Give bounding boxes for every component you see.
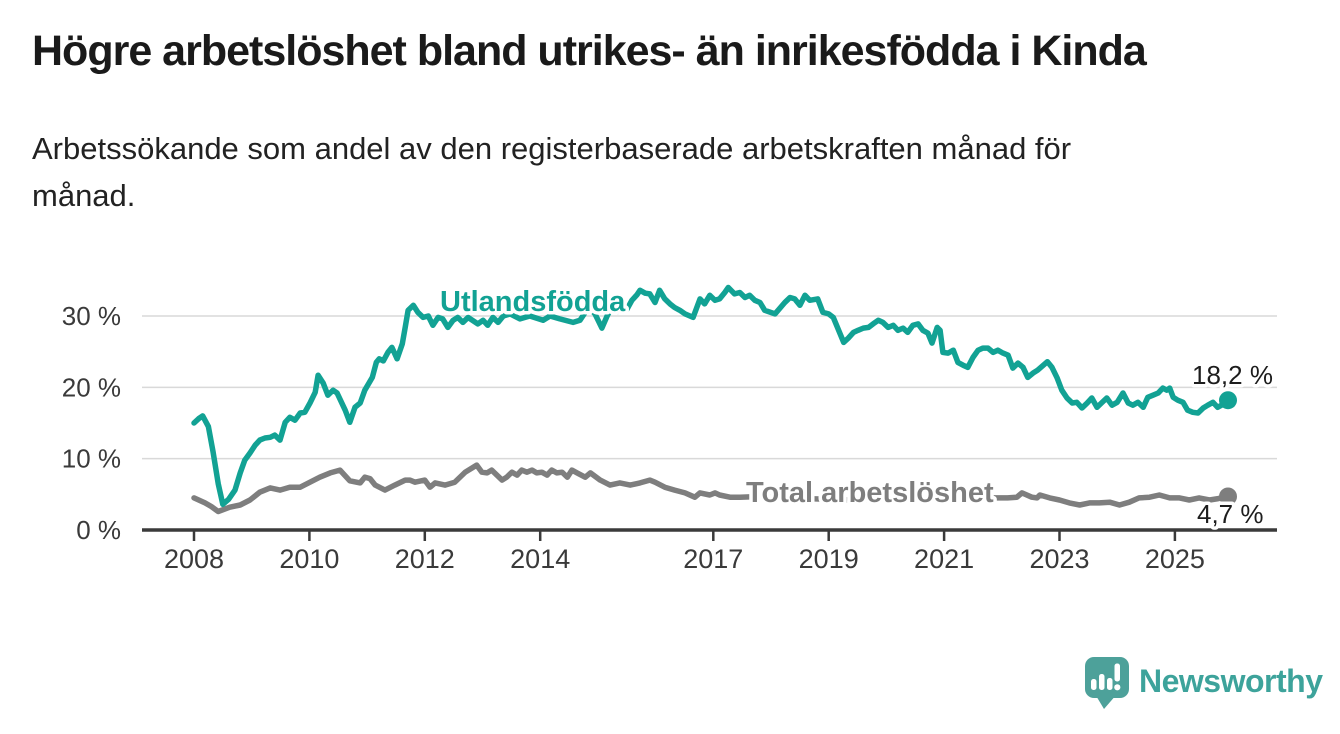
y-tick-label: 30 %: [62, 301, 121, 331]
end-value-label-utlandsfodda: 18,2 %: [1192, 360, 1273, 390]
series-end-dot-0: [1219, 391, 1237, 410]
logo-speech-bubble-tail: [1095, 694, 1117, 709]
x-tick-label: 2025: [1145, 544, 1205, 574]
series-line-1: [191, 462, 1231, 515]
x-tick-label: 2012: [395, 544, 455, 574]
newsworthy-logo-text: Newsworthy: [1139, 663, 1323, 699]
x-tick-label: 2019: [799, 544, 859, 574]
gridlines-group: 0 % 10 % 20 % 30 %: [62, 301, 1277, 545]
x-tick-label: 2017: [683, 544, 743, 574]
x-tick-label: 2023: [1029, 544, 1089, 574]
y-tick-label: 0 %: [76, 515, 121, 545]
y-tick-label: 20 %: [62, 372, 121, 402]
series-label-utlandsfodda: Utlandsfödda: [440, 286, 626, 318]
newsworthy-logo-icon: [1085, 657, 1129, 709]
logo-speech-bubble: [1085, 657, 1129, 698]
page-title: Högre arbetslöshet bland utrikes- än inr…: [32, 27, 1147, 75]
y-tick-label: 10 %: [62, 444, 121, 474]
x-tick-label: 2010: [279, 544, 339, 574]
logo-bar-chart-icon: [1091, 663, 1121, 691]
x-axis-group: 2008 2010 2012 2014 2017 2019 2021 2023 2025: [164, 530, 1205, 574]
chart-subtitle: Arbetssökande som andel av den registerb…: [32, 131, 1072, 213]
series-end-dot-1: [1219, 487, 1237, 506]
x-tick-label: 2014: [510, 544, 570, 574]
series-lines-group: [191, 284, 1237, 515]
end-value-label-total: 4,7 %: [1197, 499, 1264, 529]
x-tick-label: 2008: [164, 544, 224, 574]
x-tick-label: 2021: [914, 544, 974, 574]
newsworthy-logo: Newsworthy: [1085, 657, 1324, 709]
series-label-total-arbetsloshet: Total arbetslöshet: [746, 477, 994, 509]
series-line-0: [191, 284, 1231, 508]
